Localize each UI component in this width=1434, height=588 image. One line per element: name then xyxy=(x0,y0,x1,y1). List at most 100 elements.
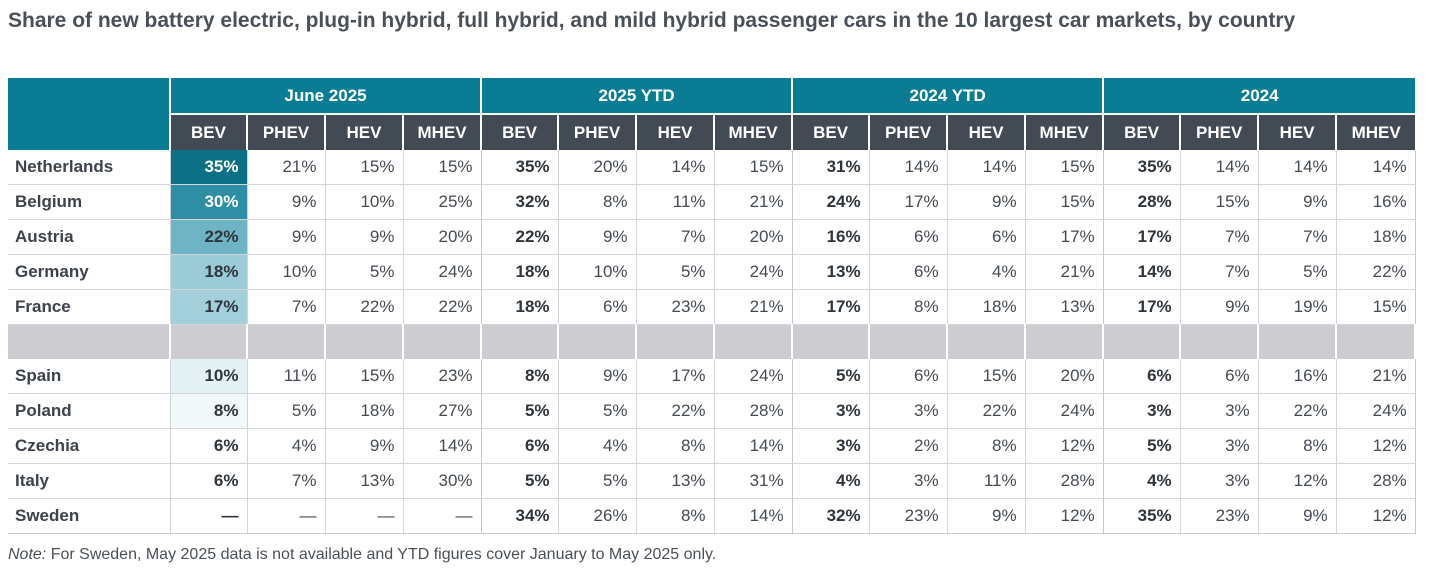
separator-cell xyxy=(1103,324,1182,359)
value-cell: 10% xyxy=(558,254,637,290)
value-cell: 3% xyxy=(1180,428,1259,464)
value-cell: 8% xyxy=(869,289,948,325)
country-label: France xyxy=(8,289,171,325)
sub-header-phev: PHEV xyxy=(1179,114,1259,150)
sub-header-row: BEV PHEV HEV MHEV BEV PHEV HEV MHEV BEV PHEV HEV MH… xyxy=(8,114,1416,150)
value-cell: 11% xyxy=(636,184,715,220)
value-cell: 3% xyxy=(1103,393,1181,429)
value-cell: 17% xyxy=(1103,219,1181,255)
value-cell: 7% xyxy=(1180,254,1259,290)
value-cell: 4% xyxy=(947,254,1026,290)
country-label: Czechia xyxy=(8,428,171,464)
group-header-2024-ytd: 2024 YTD xyxy=(791,78,1104,115)
separator-cell xyxy=(947,324,1027,359)
value-cell: 16% xyxy=(792,219,870,255)
sub-header-hev: HEV xyxy=(635,114,715,150)
table-row: Netherlands 35% 21% 15% 15% 35% 20% 14% 15% 31% 14… xyxy=(8,150,1416,185)
value-cell: 4% xyxy=(247,428,326,464)
value-cell: 9% xyxy=(947,498,1026,534)
separator-cell xyxy=(558,324,638,359)
value-cell: 24% xyxy=(714,254,793,290)
value-cell: 6% xyxy=(481,428,559,464)
value-cell: 15% xyxy=(947,359,1026,394)
value-cell: 23% xyxy=(636,289,715,325)
value-cell: 5% xyxy=(636,254,715,290)
value-cell: 28% xyxy=(1025,463,1104,499)
value-cell: 18% xyxy=(325,393,404,429)
value-cell: 18% xyxy=(481,289,559,325)
separator-cell xyxy=(1258,324,1338,359)
value-cell: 15% xyxy=(1025,150,1104,185)
sub-header-phev: PHEV xyxy=(557,114,637,150)
value-cell: 31% xyxy=(792,150,870,185)
footnote: Note: For Sweden, May 2025 data is not a… xyxy=(8,546,716,564)
value-cell: 6% xyxy=(947,219,1026,255)
value-cell: 13% xyxy=(636,463,715,499)
sub-header-phev: PHEV xyxy=(868,114,948,150)
value-cell: 3% xyxy=(792,428,870,464)
value-cell: 18% xyxy=(170,254,248,290)
value-cell: 34% xyxy=(481,498,559,534)
value-cell: 21% xyxy=(714,289,793,325)
value-cell: 21% xyxy=(714,184,793,220)
country-label: Belgium xyxy=(8,184,171,220)
value-cell: 8% xyxy=(636,428,715,464)
value-cell: 18% xyxy=(947,289,1026,325)
value-cell: 30% xyxy=(403,463,482,499)
value-cell: 28% xyxy=(1103,184,1181,220)
value-cell: — xyxy=(403,498,482,534)
country-label: Germany xyxy=(8,254,171,290)
value-cell: 5% xyxy=(1258,254,1337,290)
value-cell: 15% xyxy=(325,150,404,185)
table-row: Belgium 30% 9% 10% 25% 32% 8% 11% 21% 24% 17% 9% 15%… xyxy=(8,184,1416,220)
country-label: Sweden xyxy=(8,498,171,534)
value-cell: 8% xyxy=(558,184,637,220)
value-cell: 11% xyxy=(247,359,326,394)
value-cell: 7% xyxy=(1258,219,1337,255)
value-cell: 22% xyxy=(636,393,715,429)
value-cell: 9% xyxy=(558,359,637,394)
value-cell: 20% xyxy=(403,219,482,255)
value-cell: 6% xyxy=(170,463,248,499)
country-label: Poland xyxy=(8,393,171,429)
separator-row xyxy=(8,324,1417,359)
value-cell: 5% xyxy=(247,393,326,429)
value-cell: 9% xyxy=(247,184,326,220)
table-row: Sweden — — — —34% 26% 8% 14% 32% 23% 9% 12% 35% 23% 9%… xyxy=(8,498,1416,534)
value-cell: 3% xyxy=(869,393,948,429)
separator-cell xyxy=(8,324,171,359)
value-cell: 20% xyxy=(714,219,793,255)
value-cell: 9% xyxy=(247,219,326,255)
group-header-row: June 2025 2025 YTD 2024 YTD 2024 xyxy=(8,78,1416,115)
value-cell: 13% xyxy=(325,463,404,499)
country-label: Italy xyxy=(8,463,171,499)
value-cell: 7% xyxy=(247,289,326,325)
value-cell: 14% xyxy=(714,498,793,534)
value-cell: 17% xyxy=(636,359,715,394)
sub-header-mhev: MHEV xyxy=(1024,114,1104,150)
value-cell: 32% xyxy=(481,184,559,220)
value-cell: 4% xyxy=(558,428,637,464)
value-cell: 9% xyxy=(325,219,404,255)
value-cell: 8% xyxy=(1258,428,1337,464)
sub-header-corner xyxy=(8,114,170,150)
value-cell: 9% xyxy=(1180,289,1259,325)
value-cell: 3% xyxy=(1180,393,1259,429)
value-cell: 6% xyxy=(558,289,637,325)
value-cell: 12% xyxy=(1025,498,1104,534)
sub-header-bev: BEV xyxy=(791,114,870,150)
value-cell: 6% xyxy=(170,428,248,464)
value-cell: — xyxy=(170,498,248,534)
value-cell: 24% xyxy=(1336,393,1416,429)
separator-cell xyxy=(1180,324,1260,359)
value-cell: 28% xyxy=(714,393,793,429)
value-cell: 4% xyxy=(792,463,870,499)
value-cell: 7% xyxy=(636,219,715,255)
value-cell: 35% xyxy=(170,150,248,185)
value-cell: 3% xyxy=(1180,463,1259,499)
sub-header-hev: HEV xyxy=(946,114,1026,150)
value-cell: 16% xyxy=(1258,359,1337,394)
value-cell: 5% xyxy=(481,463,559,499)
market-share-table: June 2025 2025 YTD 2024 YTD 2024 BEV PHEV… xyxy=(8,78,1417,534)
value-cell: 11% xyxy=(947,463,1026,499)
